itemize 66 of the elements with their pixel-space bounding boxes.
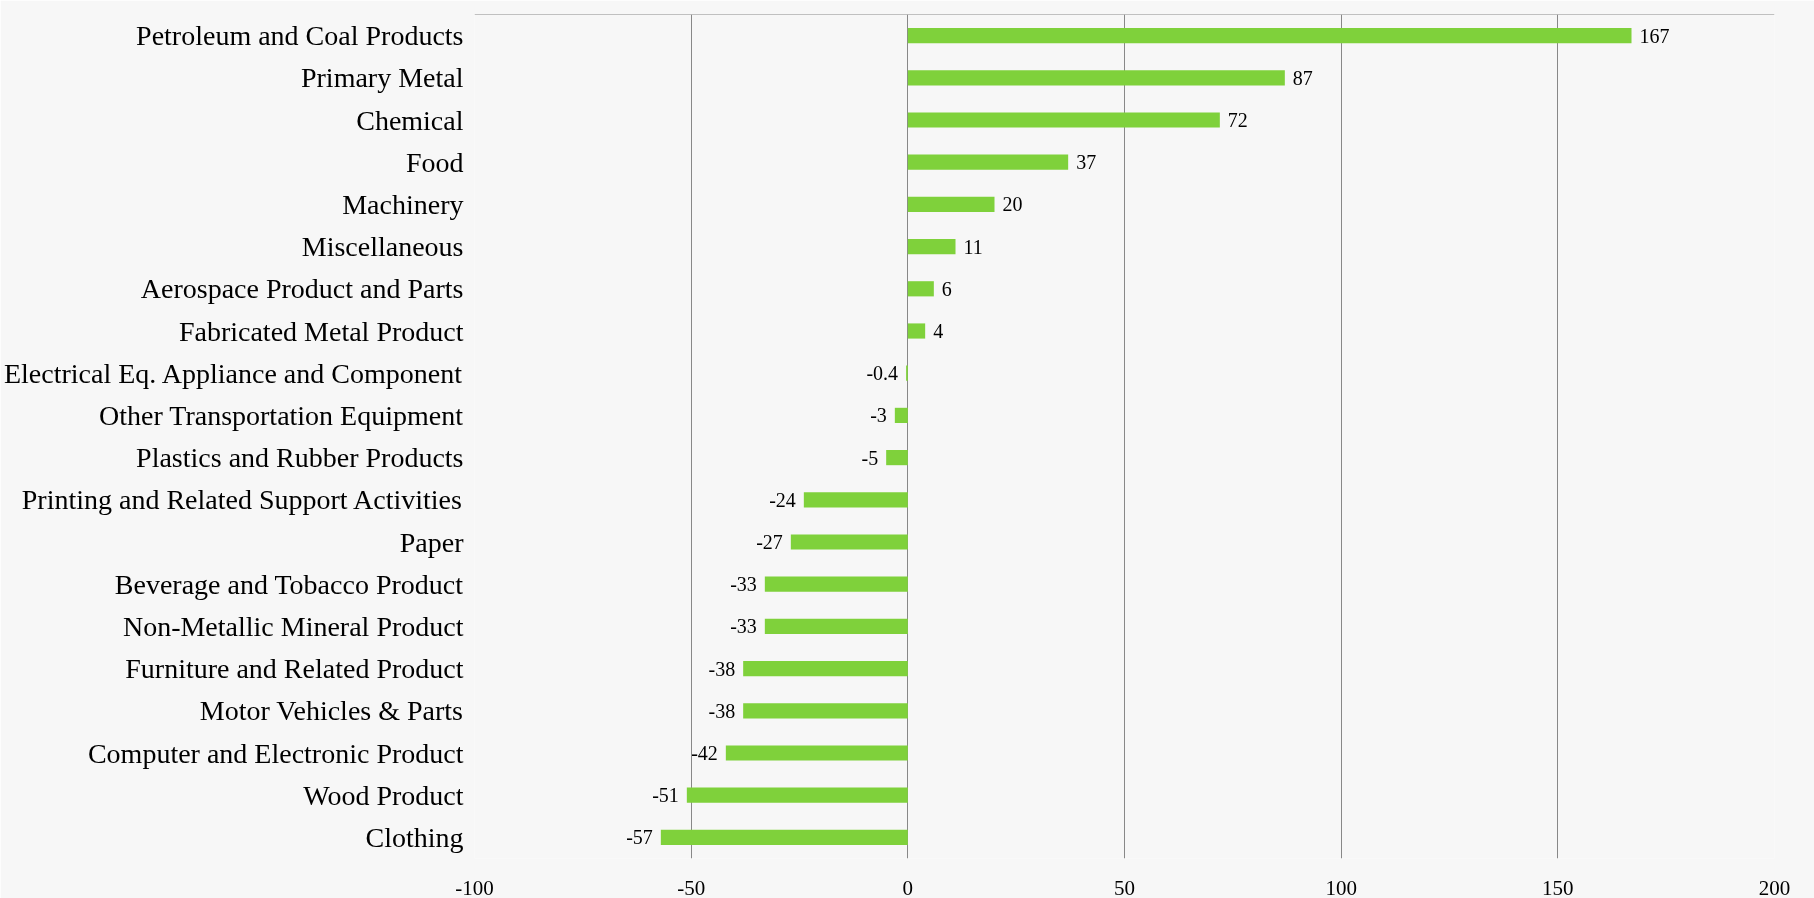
bar [790,534,908,550]
y-tick-label: Aerospace Product and Parts [140,273,464,305]
y-tick-label: Motor Vehicles & Parts [199,695,464,727]
bar [764,618,908,634]
bar [686,787,908,803]
bar [886,450,908,466]
data-label: 37 [1076,151,1097,174]
data-label: -0.4 [866,362,899,385]
y-tick-label: Food [405,146,464,178]
data-label: 87 [1292,66,1313,89]
data-label: -42 [691,742,718,764]
y-tick-label: Computer and Electronic Product [87,737,464,769]
bar [743,703,908,719]
y-tick-label: Beverage and Tobacco Product [114,568,464,600]
y-tick-label: Furniture and Related Product [125,653,464,685]
x-tick-label: 100 [1325,875,1357,898]
y-tick-label: Printing and Related Support Activities [21,484,462,516]
y-tick-label: Primary Metal [300,62,464,94]
bar [907,154,1069,170]
data-label: -27 [756,531,783,553]
bar [764,576,908,592]
x-tick-label: 150 [1542,875,1574,898]
data-label: 167 [1639,24,1670,47]
bar [743,661,908,677]
data-label: -57 [626,826,653,849]
bar [907,112,1220,128]
y-tick-label: Non-Metallic Mineral Product [122,610,464,642]
data-label: -3 [870,404,887,427]
y-tick-label: Plastics and Rubber Products [136,442,464,474]
data-label: 72 [1227,109,1248,131]
data-label: -24 [769,488,796,511]
y-tick-label: Clothing [365,821,464,853]
x-tick-label: -100 [455,875,494,898]
data-label: 4 [933,320,944,342]
bar [803,492,908,508]
data-label: -5 [861,446,879,469]
bar [725,745,908,761]
y-tick-label: Wood Product [303,779,464,811]
bar [907,196,995,212]
y-tick-label: Miscellaneous [301,231,464,263]
bar [907,281,934,297]
x-tick-label: 0 [902,875,914,898]
bar [894,407,908,423]
y-tick-label: Petroleum and Coal Products [136,20,464,52]
data-label: -38 [708,657,736,680]
y-tick-label: Other Transportation Equipment [99,399,464,431]
bar [907,28,1632,44]
data-label: -33 [730,615,757,638]
data-label: -51 [652,784,679,807]
x-tick-label: 200 [1758,875,1791,898]
data-label: -33 [730,573,757,596]
data-label: 6 [941,277,952,300]
y-tick-label: Chemical [356,104,464,136]
y-tick-label: Machinery [342,188,464,220]
data-label: 20 [1002,193,1023,216]
y-tick-label: Electrical Eq. Appliance and Component [3,357,463,389]
bar [660,829,908,845]
data-label: 11 [963,235,983,258]
data-label: -38 [708,699,736,722]
x-tick-label: -50 [677,875,706,898]
x-tick-label: 50 [1114,875,1135,898]
y-tick-label: Paper [399,526,465,558]
bar [907,239,956,255]
y-tick-label: Fabricated Metal Product [178,315,464,347]
bar [907,323,926,339]
bar [907,70,1285,86]
